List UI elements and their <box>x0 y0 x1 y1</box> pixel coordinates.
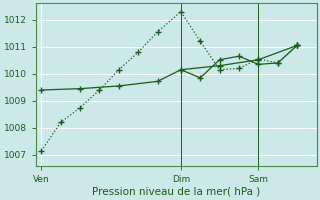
X-axis label: Pression niveau de la mer( hPa ): Pression niveau de la mer( hPa ) <box>92 187 260 197</box>
